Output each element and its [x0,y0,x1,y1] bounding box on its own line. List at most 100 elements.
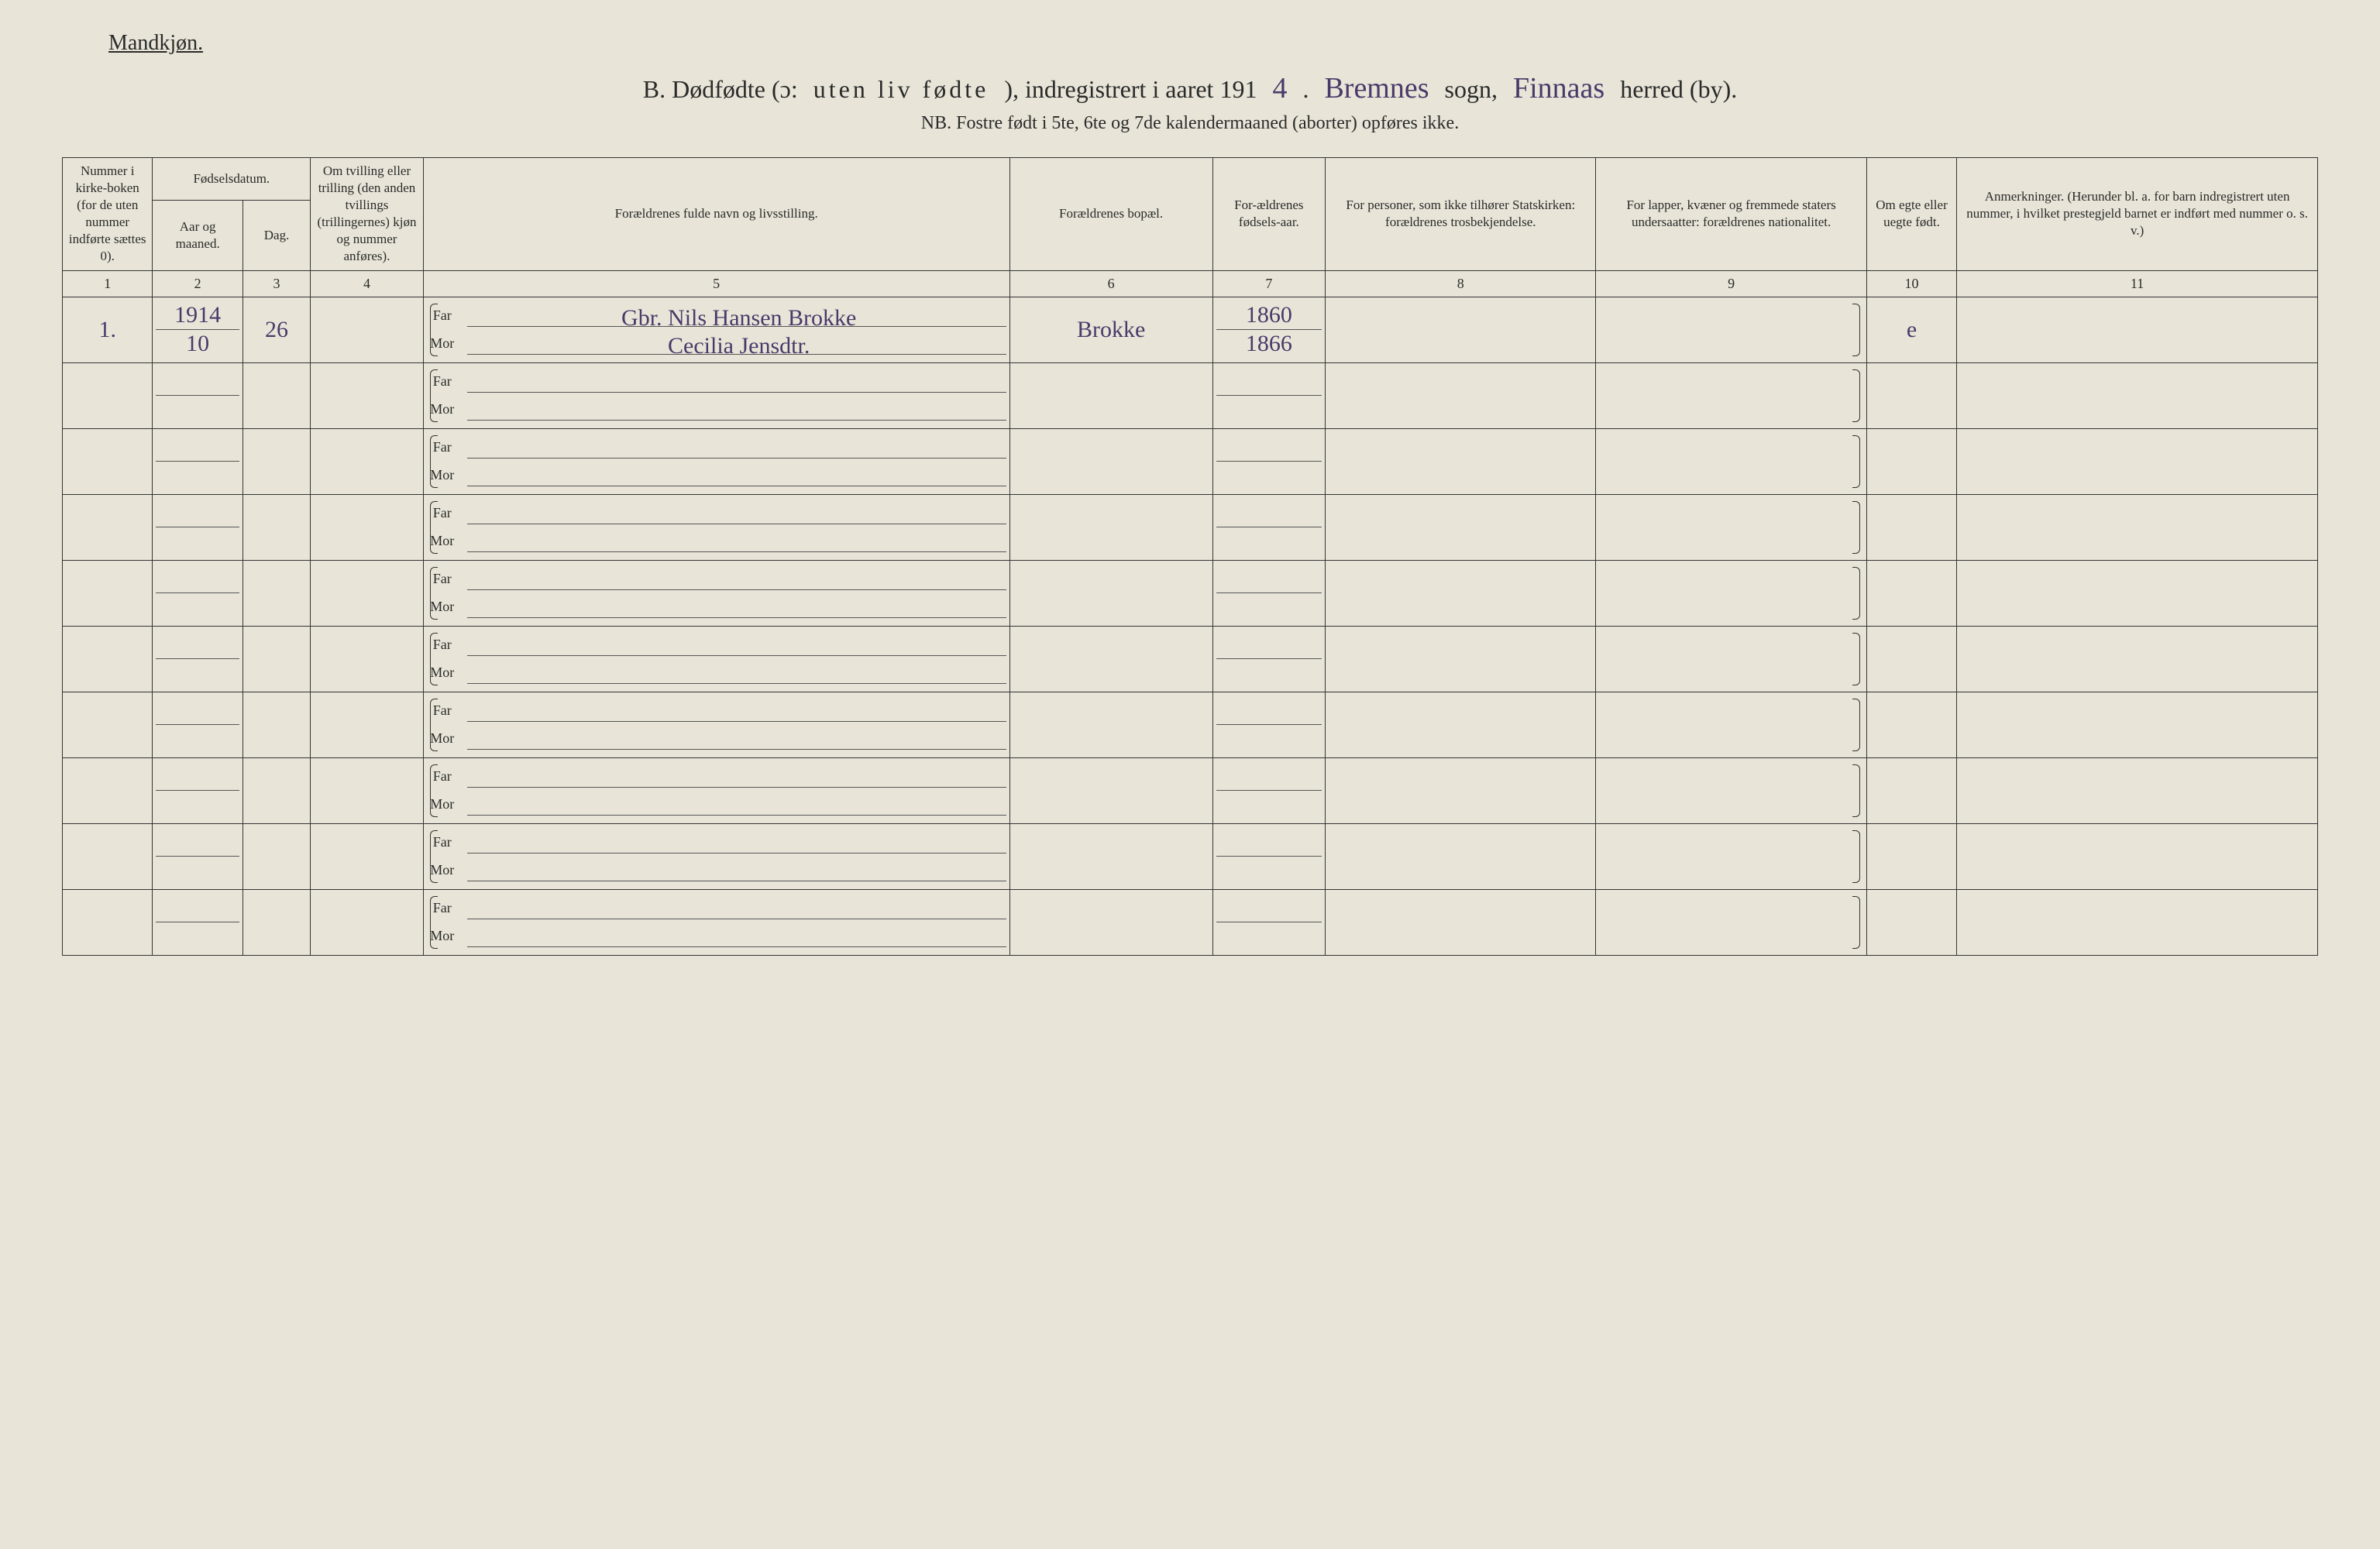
col-header-2a: Aar og maaned. [153,201,242,270]
cell-twin [311,692,424,757]
cell-religion [1326,428,1596,494]
col-header-2b: Dag. [242,201,310,270]
cell-remarks [1957,626,2318,692]
table-row: Far Mor [63,889,2318,955]
cell-num [63,362,153,428]
colnum-2: 2 [153,270,242,297]
bracket-right-icon [1852,633,1860,685]
cell-religion [1326,626,1596,692]
cell-bopael [1009,428,1212,494]
bracket-right-icon [1852,369,1860,422]
cell-year-month [153,692,242,757]
cell-twin [311,757,424,823]
cell-bopael [1009,889,1212,955]
cell-parent-years [1212,626,1326,692]
far-value [467,700,1006,722]
herred-label: herred (by). [1620,75,1737,104]
table-row: Far Mor [63,494,2318,560]
cell-year-month [153,494,242,560]
cell-remarks [1957,889,2318,955]
cell-egte [1866,494,1956,560]
cell-day [242,889,310,955]
cell-num [63,823,153,889]
cell-day [242,823,310,889]
bracket-right-icon [1852,501,1860,554]
cell-day [242,428,310,494]
cell-religion [1326,560,1596,626]
col-header-11: Anmerkninger. (Herunder bl. a. for barn … [1957,158,2318,271]
cell-parents: Far Mor [423,560,1009,626]
mor-value [467,531,1006,552]
table-row: Far Mor [63,428,2318,494]
cell-nationality [1596,494,1866,560]
cell-bopael [1009,823,1212,889]
register-table: Nummer i kirke-boken (for de uten nummer… [62,157,2318,956]
colnum-7: 7 [1212,270,1326,297]
cell-egte [1866,560,1956,626]
mor-value [467,926,1006,947]
far-value: Gbr. Nils Hansen Brokke [467,305,1006,327]
far-value [467,766,1006,788]
cell-parents: Far Mor [423,823,1009,889]
mor-value [467,465,1006,486]
bracket-left-icon [430,369,438,422]
table-row: Far Mor [63,757,2318,823]
herred-fill: Finnaas [1513,71,1604,105]
cell-twin [311,626,424,692]
far-value [467,371,1006,393]
colnum-4: 4 [311,270,424,297]
bracket-right-icon [1852,764,1860,817]
table-row: Far Mor [63,823,2318,889]
bracket-left-icon [430,764,438,817]
cell-day [242,692,310,757]
cell-egte [1866,626,1956,692]
mor-value: Cecilia Jensdtr. [467,333,1006,355]
cell-day [242,494,310,560]
col-header-6: Forældrenes bopæl. [1009,158,1212,271]
bracket-left-icon [430,435,438,488]
mor-value [467,728,1006,750]
cell-nationality [1596,560,1866,626]
bracket-left-icon [430,304,438,356]
cell-nationality [1596,626,1866,692]
cell-bopael [1009,626,1212,692]
title-spaced: uten liv fødte [813,75,989,104]
cell-parents: Far Mor [423,889,1009,955]
colnum-5: 5 [423,270,1009,297]
cell-parents: Far Mor [423,494,1009,560]
cell-religion [1326,889,1596,955]
cell-twin [311,428,424,494]
mor-value [467,399,1006,421]
cell-parent-years [1212,889,1326,955]
cell-egte [1866,362,1956,428]
table-row: 1. 1914 10 26 Far Gbr. Nils Hansen Brokk… [63,297,2318,362]
form-subtitle: NB. Fostre født i 5te, 6te og 7de kalend… [62,113,2318,134]
title-prefix: B. Dødfødte (ɔ: [643,75,798,104]
cell-parent-years [1212,757,1326,823]
colnum-10: 10 [1866,270,1956,297]
col-header-5: Forældrenes fulde navn og livsstilling. [423,158,1009,271]
far-value [467,503,1006,524]
title-mid: ), indregistrert i aaret 191 [1004,75,1257,104]
cell-nationality [1596,362,1866,428]
cell-bopael [1009,494,1212,560]
cell-nationality [1596,889,1866,955]
colnum-1: 1 [63,270,153,297]
bracket-right-icon [1852,567,1860,620]
cell-religion [1326,297,1596,362]
cell-parent-years [1212,494,1326,560]
cell-twin [311,297,424,362]
cell-remarks [1957,757,2318,823]
cell-remarks [1957,823,2318,889]
cell-religion [1326,362,1596,428]
cell-year-month [153,560,242,626]
cell-year-month: 1914 10 [153,297,242,362]
cell-nationality [1596,823,1866,889]
cell-day [242,626,310,692]
gender-header: Mandkjøn. [108,31,2318,56]
table-row: Far Mor [63,626,2318,692]
col-header-4: Om tvilling eller trilling (den anden tv… [311,158,424,271]
title-year-fill: 4 [1272,71,1287,105]
far-value [467,898,1006,919]
cell-parent-years [1212,692,1326,757]
